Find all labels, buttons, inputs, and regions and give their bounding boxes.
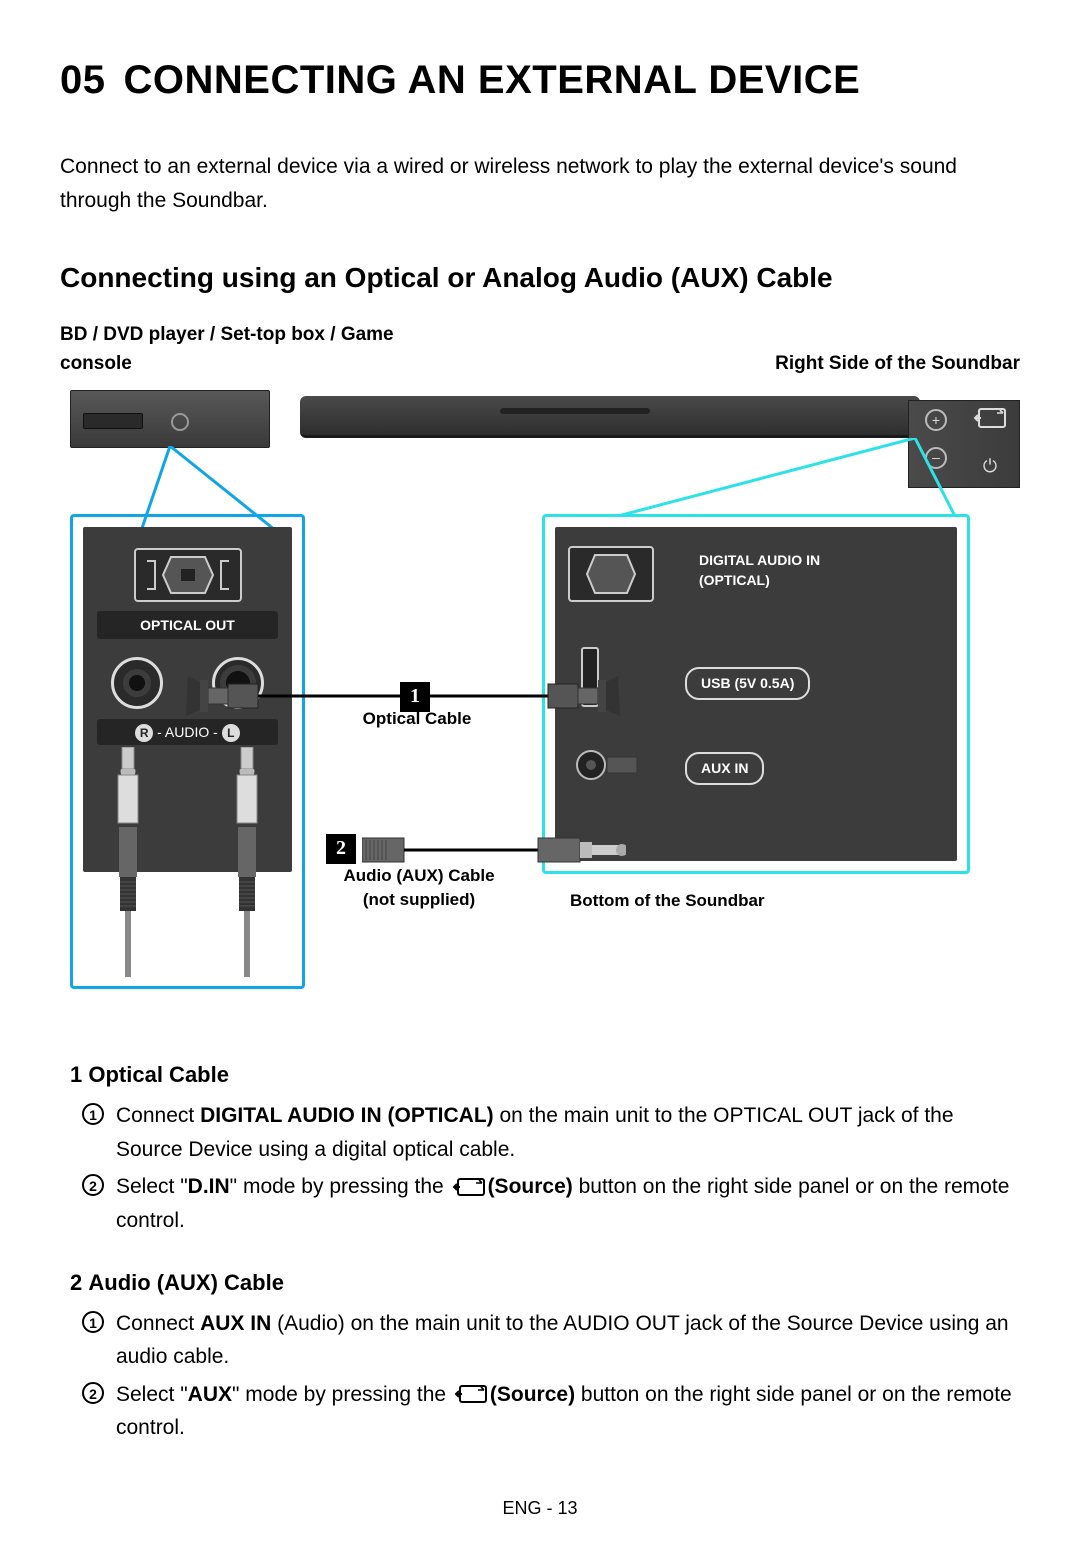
instr-2-step-2: 2 Select "AUX" mode by pressing the (Sou… xyxy=(88,1378,1020,1445)
power-icon: ⏻ xyxy=(979,453,1001,475)
optical-out-label: OPTICAL OUT xyxy=(97,611,278,639)
audio-r-badge: R xyxy=(135,724,153,742)
instr-1-step-2: 2 Select "D.IN" mode by pressing the (So… xyxy=(88,1170,1020,1237)
digital-audio-in-port-icon xyxy=(567,545,655,603)
page-footer: ENG - 13 xyxy=(60,1495,1020,1522)
instr-2-title: 2 Audio (AUX) Cable xyxy=(70,1266,1020,1299)
aux-cable-label: Audio (AUX) Cable(not supplied) xyxy=(334,864,504,912)
chapter-title-text: CONNECTING AN EXTERNAL DEVICE xyxy=(124,58,861,102)
instructions-block-2: 2 Audio (AUX) Cable 1 Connect AUX IN (Au… xyxy=(70,1266,1020,1445)
soundbar-side-label: Right Side of the Soundbar xyxy=(775,350,1020,379)
audio-l-badge: L xyxy=(222,724,240,742)
instr-1-title: 1 Optical Cable xyxy=(70,1058,1020,1091)
usb-label: USB (5V 0.5A) xyxy=(685,667,810,700)
intro-paragraph: Connect to an external device via a wire… xyxy=(60,150,1020,217)
aux-in-port-icon xyxy=(569,743,639,787)
instructions-block-1: 1 Optical Cable 1 Connect DIGITAL AUDIO … xyxy=(70,1058,1020,1237)
digital-audio-in-label: DIGITAL AUDIO IN (OPTICAL) xyxy=(685,547,835,594)
aux-plug-left-icon xyxy=(226,747,268,977)
source-rear-panel: OPTICAL OUT R- AUDIO -L xyxy=(70,514,305,989)
rca-right-jack-icon xyxy=(111,657,163,709)
section-title: Connecting using an Optical or Analog Au… xyxy=(60,257,1020,299)
chapter-title: 05 CONNECTING AN EXTERNAL DEVICE xyxy=(60,50,1020,110)
optical-cable-label: Optical Cable xyxy=(352,706,482,732)
dvd-player-icon xyxy=(70,390,270,448)
source-icon xyxy=(454,1384,488,1406)
soundbar-top-icon xyxy=(300,396,920,438)
audio-rl-label: R- AUDIO -L xyxy=(97,719,278,745)
optical-out-port-icon xyxy=(133,547,243,603)
source-button-icon xyxy=(973,407,1007,431)
cable-badge-2: 2 xyxy=(326,834,356,864)
connection-diagram: + – ⏻ OPTICAL OUT R- AUDIO -L xyxy=(60,382,1020,1008)
source-device-label: BD / DVD player / Set-top box / Game con… xyxy=(60,321,400,378)
soundbar-bottom-label: Bottom of the Soundbar xyxy=(570,888,765,914)
aux-plug-right-icon xyxy=(107,747,149,977)
volume-up-icon: + xyxy=(925,409,947,431)
instr-2-step-1: 1 Connect AUX IN (Audio) on the main uni… xyxy=(88,1307,1020,1374)
chapter-number: 05 xyxy=(60,58,106,102)
instr-1-step-1: 1 Connect DIGITAL AUDIO IN (OPTICAL) on … xyxy=(88,1099,1020,1166)
source-icon xyxy=(452,1177,486,1199)
aux-in-label: AUX IN xyxy=(685,752,764,785)
